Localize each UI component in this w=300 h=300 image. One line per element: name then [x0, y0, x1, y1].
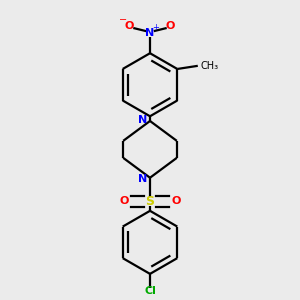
- Text: −: −: [118, 15, 127, 25]
- Text: +: +: [152, 22, 159, 32]
- Text: O: O: [166, 21, 175, 32]
- Text: O: O: [125, 21, 134, 32]
- Text: N: N: [138, 174, 148, 184]
- Text: N: N: [146, 28, 154, 38]
- Text: N: N: [138, 115, 148, 125]
- Text: Cl: Cl: [144, 286, 156, 296]
- Text: O: O: [172, 196, 181, 206]
- Text: S: S: [146, 195, 154, 208]
- Text: O: O: [119, 196, 128, 206]
- Text: CH₃: CH₃: [201, 61, 219, 71]
